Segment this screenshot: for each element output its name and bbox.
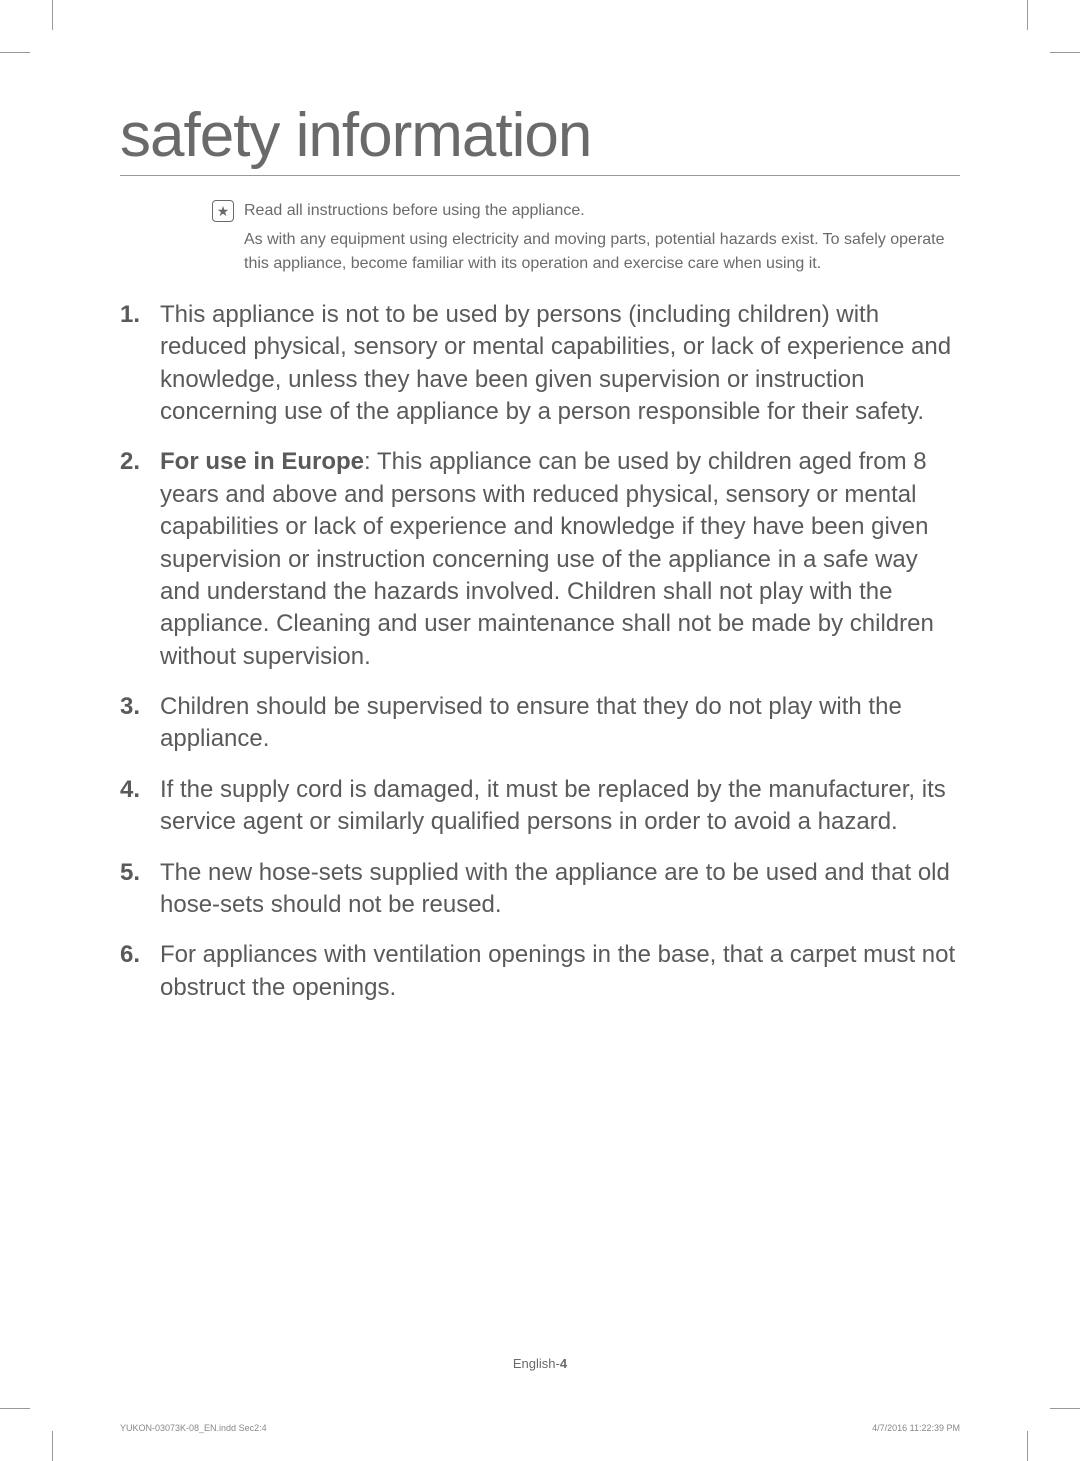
star-icon: ★ (212, 200, 234, 222)
list-item: Children should be supervised to ensure … (120, 691, 960, 756)
meta-left: YUKON-03073K-08_EN.indd Sec2:4 (120, 1423, 267, 1433)
item-text: The new hose-sets supplied with the appl… (160, 859, 950, 918)
intro-line1: Read all instructions before using the a… (244, 200, 585, 222)
intro-line2: As with any equipment using electricity … (244, 228, 960, 274)
item-text: This appliance is not to be used by pers… (160, 301, 951, 425)
page-number: English-4 (0, 1356, 1080, 1371)
intro-row: ★ Read all instructions before using the… (212, 200, 960, 222)
list-item: For appliances with ventilation openings… (120, 939, 960, 1004)
page-title: safety information (120, 100, 960, 176)
page-label-prefix: English- (513, 1356, 560, 1371)
meta-right: 4/7/2016 11:22:39 PM (872, 1423, 960, 1433)
safety-list: This appliance is not to be used by pers… (120, 299, 960, 1004)
item-bold: For use in Europe (160, 448, 364, 475)
item-text: : This appliance can be used by children… (160, 448, 934, 669)
document-page: safety information ★ Read all instructio… (0, 0, 1080, 1461)
item-text: Children should be supervised to ensure … (160, 693, 902, 752)
list-item: The new hose-sets supplied with the appl… (120, 857, 960, 922)
list-item: For use in Europe: This appliance can be… (120, 446, 960, 673)
item-text: For appliances with ventilation openings… (160, 941, 955, 1000)
item-text: If the supply cord is damaged, it must b… (160, 776, 946, 835)
footer-meta: YUKON-03073K-08_EN.indd Sec2:4 4/7/2016 … (120, 1423, 960, 1433)
list-item: If the supply cord is damaged, it must b… (120, 774, 960, 839)
intro-block: ★ Read all instructions before using the… (212, 200, 960, 275)
page-num: 4 (560, 1356, 567, 1371)
list-item: This appliance is not to be used by pers… (120, 299, 960, 429)
